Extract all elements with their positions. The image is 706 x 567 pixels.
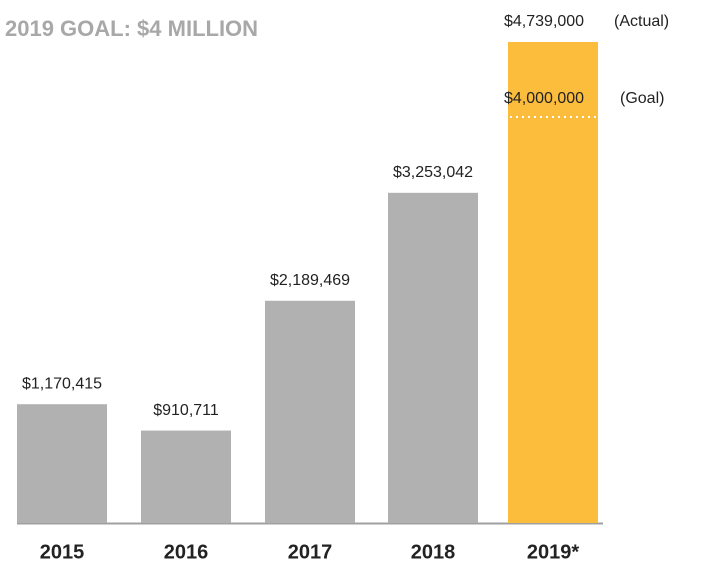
x-tick-label: 2017 bbox=[288, 541, 333, 563]
value-label: $4,739,000 bbox=[504, 13, 584, 30]
chart-title: 2019 GOAL: $4 MILLION bbox=[5, 16, 258, 41]
x-tick-label: 2019* bbox=[527, 541, 579, 563]
bar bbox=[388, 192, 478, 523]
x-tick-label: 2018 bbox=[411, 541, 456, 563]
annotation: (Actual) bbox=[614, 13, 669, 30]
x-tick-label: 2016 bbox=[164, 541, 209, 563]
value-label: $2,189,469 bbox=[270, 272, 350, 289]
value-label: $910,711 bbox=[153, 402, 219, 419]
bar bbox=[508, 42, 598, 523]
value-label: $1,170,415 bbox=[22, 375, 102, 392]
x-tick-label: 2015 bbox=[40, 541, 85, 563]
bar bbox=[141, 430, 231, 523]
value-label: $3,253,042 bbox=[393, 164, 473, 181]
goal-label: $4,000,000 bbox=[504, 90, 584, 107]
bar bbox=[17, 404, 107, 523]
bar bbox=[265, 300, 355, 523]
goal-annotation: (Goal) bbox=[620, 90, 664, 107]
